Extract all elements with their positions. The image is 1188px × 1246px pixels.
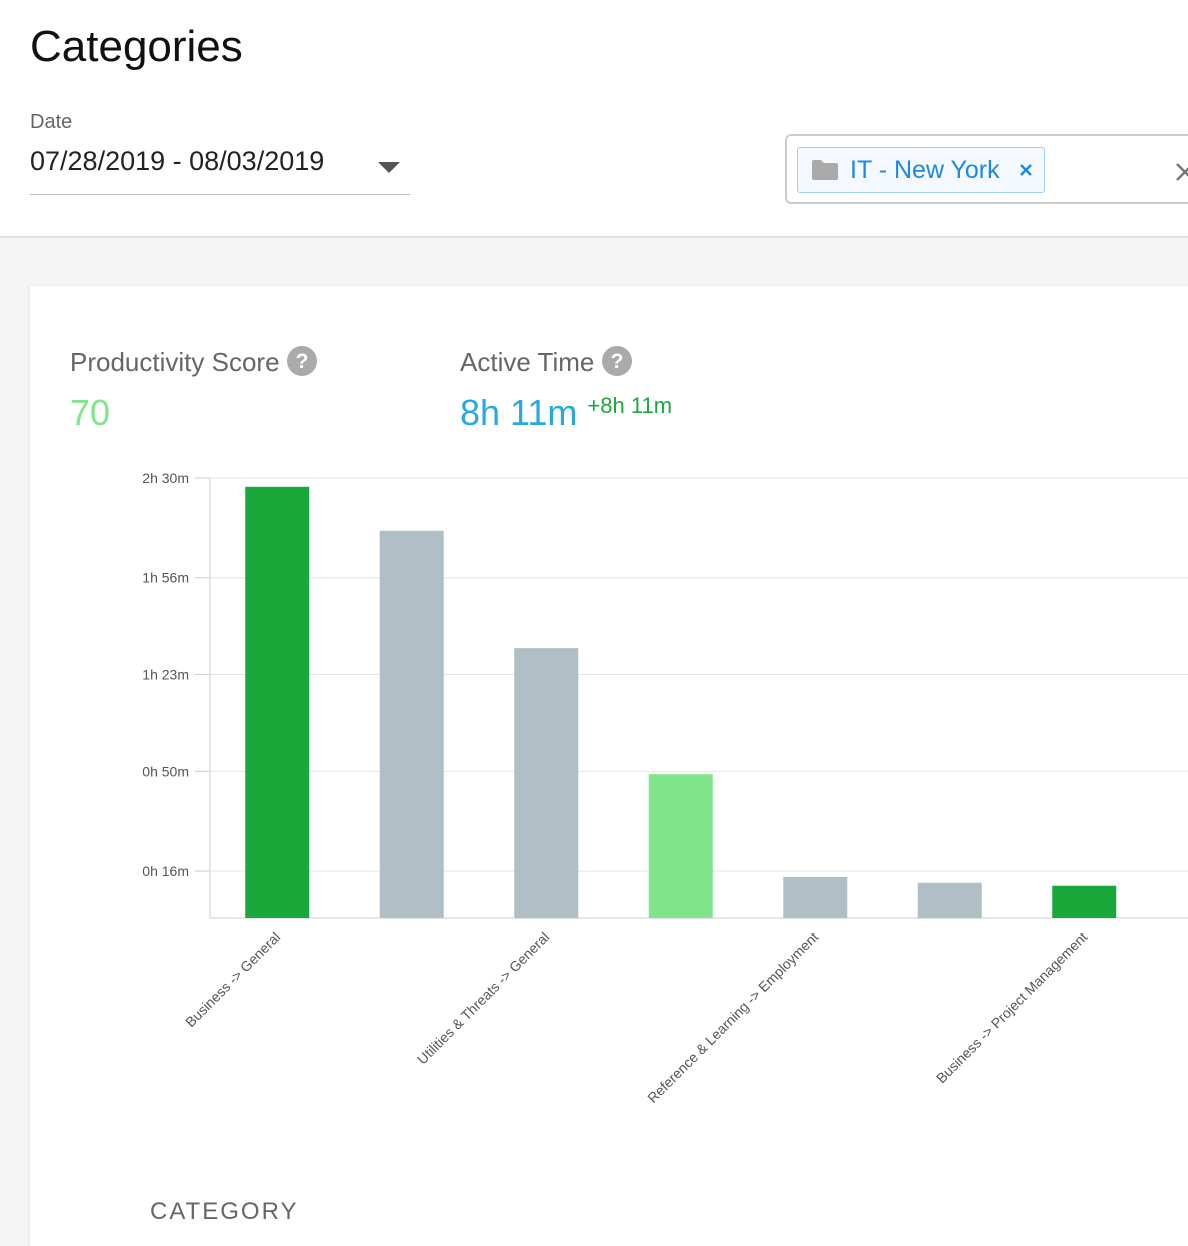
card: Productivity Score ? 70 Active Time ? 8h… bbox=[30, 286, 1188, 1246]
y-tick-label: 1h 56m bbox=[142, 570, 189, 586]
x-tick-label: Business -> Project Management bbox=[933, 929, 1090, 1086]
svg-text:?: ? bbox=[295, 350, 308, 373]
remove-tag[interactable] bbox=[1008, 148, 1044, 192]
bar bbox=[783, 876, 848, 918]
y-tick-label: 0h 16m bbox=[142, 863, 189, 879]
dropdown-arrow bbox=[378, 162, 400, 173]
date-label: Date bbox=[30, 111, 73, 133]
label: Active Time bbox=[460, 347, 595, 377]
page-title: Categories bbox=[30, 22, 243, 71]
chart: 0h 16m 0h 50m 1h 23m 1h 56m 2h 30m Business -… bbox=[142, 470, 1188, 1106]
clear-filter[interactable] bbox=[1175, 162, 1188, 182]
y-tick-label: 2h 30m bbox=[142, 470, 189, 486]
date-range: 07/28/2019 - 08/03/2019 bbox=[30, 146, 325, 176]
x-tick-label: Reference & Learning -> Employment bbox=[644, 929, 821, 1106]
bar bbox=[514, 648, 579, 918]
y-tick-label: 0h 50m bbox=[142, 763, 189, 779]
value: 8h 11m bbox=[460, 392, 578, 433]
productivity-label: Productivity Score ? bbox=[70, 346, 317, 378]
active-value: 8h 11m +8h 11m bbox=[460, 392, 672, 434]
change: +8h 11m bbox=[587, 393, 673, 418]
svg-text:?: ? bbox=[610, 350, 623, 373]
x-tick-label: Utilities & Threats -> General bbox=[414, 929, 553, 1068]
x-tick-label: Business -> General bbox=[182, 929, 283, 1030]
table-header: CATEGORY bbox=[150, 1198, 299, 1225]
group-name: IT - New York bbox=[850, 156, 1000, 184]
active-label: Active Time ? bbox=[460, 346, 632, 378]
bar bbox=[917, 882, 982, 918]
bar bbox=[1052, 885, 1117, 918]
date-picker[interactable]: 07/28/2019 - 08/03/2019 bbox=[30, 146, 410, 195]
label: Productivity Score bbox=[70, 347, 280, 377]
bar bbox=[245, 486, 310, 918]
group-filter[interactable]: IT - New York bbox=[785, 134, 1188, 204]
help-icon[interactable]: ? bbox=[601, 346, 632, 376]
folder-icon bbox=[812, 160, 838, 180]
productivity-value: 70 bbox=[70, 392, 111, 433]
header: Categories Date 07/28/2019 - 08/03/2019 … bbox=[0, 0, 1188, 238]
group-tag[interactable]: IT - New York bbox=[797, 147, 1045, 193]
help-icon[interactable]: ? bbox=[286, 346, 317, 376]
y-tick-label: 1h 23m bbox=[142, 667, 189, 683]
bar bbox=[648, 774, 713, 918]
bar bbox=[379, 530, 444, 918]
